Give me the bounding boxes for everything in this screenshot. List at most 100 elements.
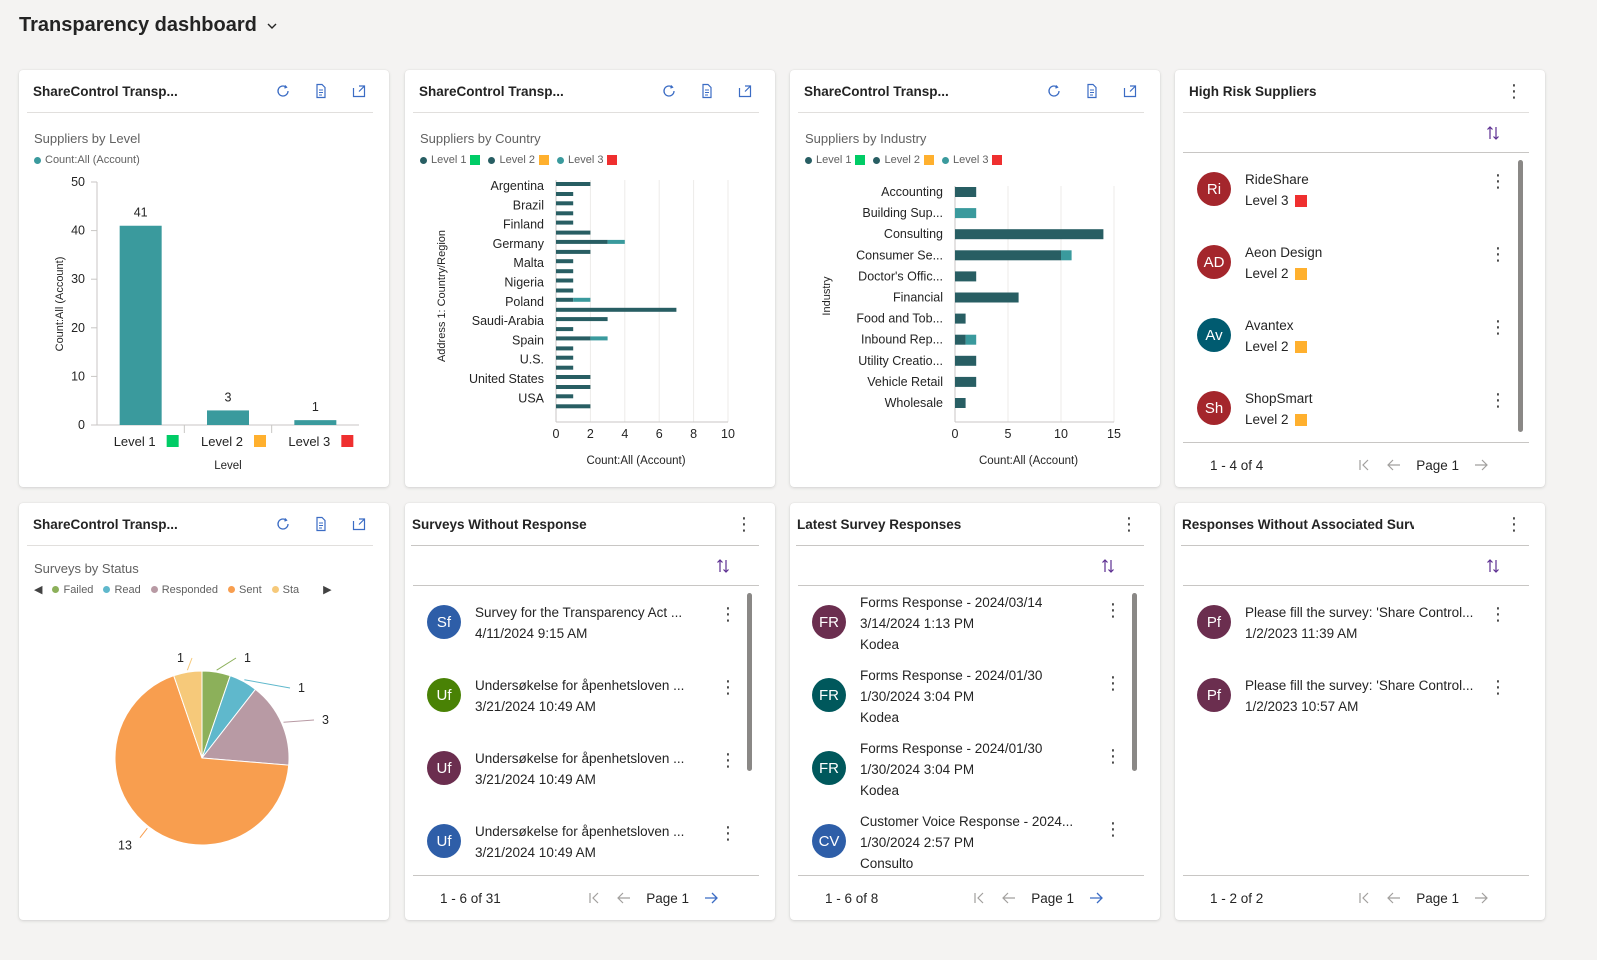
- item-more-options-icon[interactable]: ⋮: [1104, 673, 1122, 693]
- bar[interactable]: [556, 307, 677, 312]
- bar[interactable]: [1061, 250, 1072, 261]
- bar[interactable]: [955, 376, 977, 387]
- bar[interactable]: [556, 317, 608, 322]
- legend-item[interactable]: Count:All (Account): [34, 154, 140, 166]
- item-more-options-icon[interactable]: ⋮: [1104, 819, 1122, 839]
- item-more-options-icon[interactable]: ⋮: [1104, 746, 1122, 766]
- first-page-icon[interactable]: [1356, 890, 1372, 906]
- item-more-options-icon[interactable]: ⋮: [1489, 244, 1507, 264]
- bar[interactable]: [556, 182, 591, 186]
- bar[interactable]: [556, 201, 574, 206]
- item-more-options-icon[interactable]: ⋮: [719, 604, 737, 624]
- scrollbar[interactable]: [1132, 593, 1137, 771]
- next-page-icon[interactable]: [703, 890, 719, 906]
- list-item[interactable]: CV Customer Voice Response - 2024... 1/30/…: [798, 810, 1142, 880]
- bar[interactable]: [556, 336, 591, 341]
- item-more-options-icon[interactable]: ⋮: [1489, 677, 1507, 697]
- bar[interactable]: [556, 375, 591, 379]
- bar[interactable]: [955, 313, 966, 324]
- bar[interactable]: [556, 346, 574, 351]
- expand-chart-icon[interactable]: [351, 516, 367, 532]
- more-options-icon[interactable]: ⋮: [735, 514, 753, 534]
- refresh-icon[interactable]: [275, 83, 291, 99]
- list-item[interactable]: Uf Undersøkelse for åpenhetsloven ... 3/21…: [413, 814, 757, 884]
- bar[interactable]: [556, 192, 574, 196]
- bar[interactable]: [556, 297, 574, 302]
- bar[interactable]: [965, 334, 977, 345]
- bar[interactable]: [556, 249, 591, 254]
- first-page-icon[interactable]: [1356, 457, 1372, 473]
- bar[interactable]: [607, 239, 625, 244]
- refresh-icon[interactable]: [275, 516, 291, 532]
- bar[interactable]: [556, 259, 574, 264]
- item-more-options-icon[interactable]: ⋮: [719, 823, 737, 843]
- refresh-icon[interactable]: [661, 83, 677, 99]
- bar[interactable]: [955, 334, 966, 345]
- previous-page-icon[interactable]: [1386, 890, 1402, 906]
- bar[interactable]: [556, 220, 574, 225]
- list-item[interactable]: Uf Undersøkelse for åpenhetsloven ... 3/21…: [413, 741, 757, 811]
- legend-item[interactable]: Failed: [52, 584, 93, 596]
- legend-item-level2[interactable]: Level 2: [488, 154, 549, 166]
- bar[interactable]: [955, 250, 1061, 261]
- previous-page-icon[interactable]: [1386, 457, 1402, 473]
- legend-item-level3[interactable]: Level 3: [941, 154, 1003, 166]
- bar[interactable]: [955, 271, 977, 282]
- list-item[interactable]: FR Forms Response - 2024/03/14 3/14/2024 1…: [798, 591, 1142, 661]
- list-item[interactable]: AD Aeon Design Level 2 ⋮: [1183, 235, 1527, 305]
- bar[interactable]: [556, 230, 591, 235]
- sort-icon[interactable]: [1100, 558, 1116, 574]
- bar[interactable]: [556, 278, 574, 283]
- next-page-icon[interactable]: [1088, 890, 1104, 906]
- item-more-options-icon[interactable]: ⋮: [1489, 390, 1507, 410]
- list-item[interactable]: Sf Survey for the Transparency Act ... 4/1…: [413, 595, 757, 665]
- bar[interactable]: [955, 398, 966, 408]
- item-more-options-icon[interactable]: ⋮: [1489, 604, 1507, 624]
- pie-slice[interactable]: [114, 675, 290, 846]
- expand-chart-icon[interactable]: [737, 83, 753, 99]
- view-records-icon[interactable]: [313, 83, 329, 99]
- legend-scroll-left-icon[interactable]: ◀: [34, 584, 43, 596]
- legend-item[interactable]: Sent: [228, 584, 262, 596]
- list-item[interactable]: Pf Please fill the survey: 'Share Control…: [1183, 595, 1527, 665]
- bar[interactable]: [556, 394, 574, 399]
- scrollbar[interactable]: [1518, 160, 1523, 432]
- scrollbar[interactable]: [747, 593, 752, 771]
- expand-chart-icon[interactable]: [1122, 83, 1138, 99]
- expand-chart-icon[interactable]: [351, 83, 367, 99]
- first-page-icon[interactable]: [971, 890, 987, 906]
- sort-icon[interactable]: [1485, 558, 1501, 574]
- item-more-options-icon[interactable]: ⋮: [719, 677, 737, 697]
- list-item[interactable]: Uf Undersøkelse for åpenhetsloven ... 3/21…: [413, 668, 757, 738]
- bar[interactable]: [556, 327, 574, 332]
- sort-icon[interactable]: [1485, 125, 1501, 141]
- previous-page-icon[interactable]: [616, 890, 632, 906]
- legend-item[interactable]: Sta: [271, 584, 299, 596]
- list-item[interactable]: Pf Please fill the survey: 'Share Control…: [1183, 668, 1527, 738]
- next-page-icon[interactable]: [1473, 890, 1489, 906]
- pie-slice[interactable]: [173, 670, 203, 759]
- bar[interactable]: [556, 288, 574, 293]
- bar[interactable]: [955, 229, 1104, 240]
- bar[interactable]: [556, 385, 591, 389]
- list-item[interactable]: FR Forms Response - 2024/01/30 1/30/2024 3…: [798, 737, 1142, 807]
- bar[interactable]: [955, 292, 1019, 303]
- legend-item-level1[interactable]: Level 1: [420, 154, 481, 166]
- list-item[interactable]: Ri RideShare Level 3 ⋮: [1183, 162, 1527, 232]
- legend-item[interactable]: Responded: [150, 584, 218, 596]
- bar[interactable]: [955, 355, 977, 366]
- dashboard-selector[interactable]: Transparency dashboard: [19, 14, 279, 37]
- bar[interactable]: [955, 208, 977, 219]
- refresh-icon[interactable]: [1046, 83, 1062, 99]
- bar[interactable]: [556, 365, 574, 370]
- legend-item[interactable]: Read: [103, 584, 141, 596]
- legend-scroll-right-icon[interactable]: ▶: [323, 584, 332, 596]
- bar[interactable]: [556, 269, 574, 274]
- bar[interactable]: [556, 211, 574, 216]
- bar[interactable]: [590, 336, 608, 341]
- item-more-options-icon[interactable]: ⋮: [719, 750, 737, 770]
- pie-slice[interactable]: [201, 688, 290, 766]
- more-options-icon[interactable]: ⋮: [1505, 514, 1523, 534]
- sort-icon[interactable]: [715, 558, 731, 574]
- item-more-options-icon[interactable]: ⋮: [1489, 171, 1507, 191]
